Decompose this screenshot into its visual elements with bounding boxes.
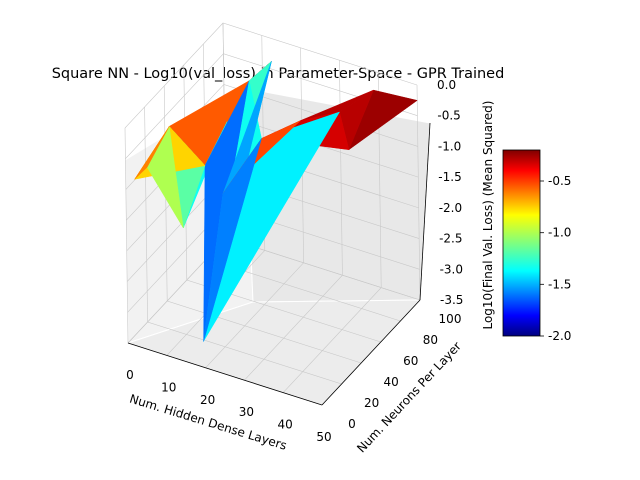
colorbar-tick-label: -1.5 <box>548 277 571 291</box>
y-tick-label: 0 <box>348 417 356 431</box>
y-tick-label: 20 <box>364 396 379 410</box>
surface-facet <box>134 126 170 180</box>
y-tick-label: 40 <box>384 375 399 389</box>
x-tick-label: 40 <box>278 418 293 432</box>
colorbar-tick-label: -0.5 <box>548 174 571 188</box>
z-grid-line <box>124 22 418 129</box>
y-tick-label: 80 <box>423 333 438 347</box>
colorbar-tick-labels: -0.5 -1.0 -1.5 -2.0 <box>540 174 571 343</box>
z-tick-label: -0.5 <box>437 109 460 123</box>
z-tick-labels: 0.0 -0.5 -1.0 -1.5 -2.0 -2.5 -3.0 -3.5 <box>437 78 463 307</box>
z-tick-label: -2.0 <box>439 201 462 215</box>
colorbar <box>502 149 541 337</box>
z-tick-label: -3.0 <box>440 262 463 276</box>
colorbar-tick-label: -1.0 <box>548 226 571 240</box>
surface-facet <box>203 138 262 342</box>
z-tick-label: -1.5 <box>438 170 461 184</box>
x-tick-label: 30 <box>239 405 254 419</box>
z-tick-label: 0.0 <box>437 78 456 92</box>
z-tick-label: -1.0 <box>438 139 461 153</box>
surface-plot <box>134 60 418 342</box>
x-tick-label: 0 <box>126 368 134 382</box>
x-tick-label: 20 <box>200 393 215 407</box>
x-tick-label: 50 <box>316 430 331 444</box>
x-axis-line <box>127 342 323 406</box>
z-axis-line <box>419 122 431 301</box>
y-axis-line <box>321 299 421 406</box>
z-tick-label: -2.5 <box>439 232 462 246</box>
z-tick-label: -3.5 <box>440 293 463 307</box>
y-tick-label: 100 <box>439 312 462 326</box>
z-grid-line <box>125 53 418 159</box>
y-tick-label: 60 <box>403 354 418 368</box>
chart-title: Square NN - Log10(val_loss) in Parameter… <box>52 66 505 82</box>
x-tick-label: 10 <box>161 380 176 394</box>
x-tick-labels: 0 10 20 30 40 50 <box>126 368 331 444</box>
colorbar-tick-label: -2.0 <box>548 329 571 343</box>
z-axis-label: Log10(Final Val. Loss) (Mean Squared) <box>481 100 495 329</box>
